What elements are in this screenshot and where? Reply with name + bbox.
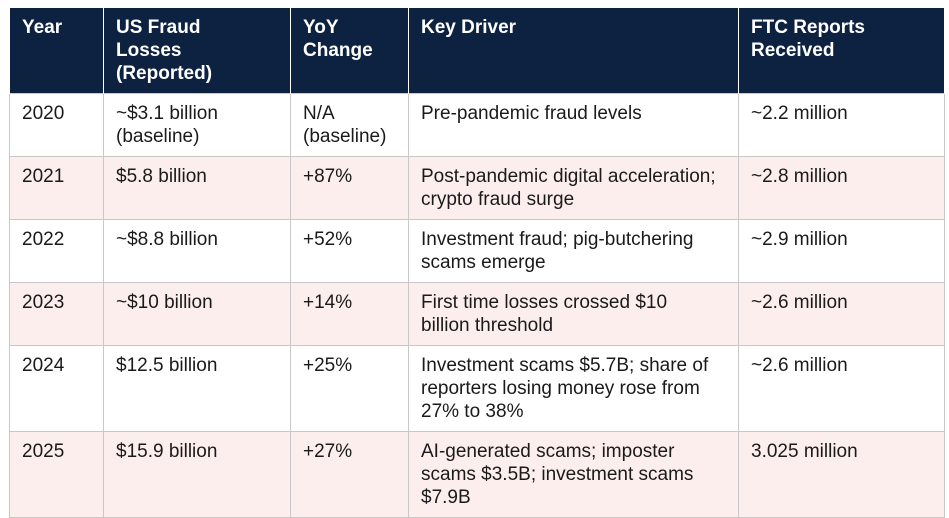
table-cell: Pre-pandemic fraud levels — [408, 93, 739, 157]
table-cell: $15.9 billion — [103, 431, 291, 518]
table-row: 2021 $5.8 billion +87% Post-pandemic digita… — [9, 156, 945, 220]
table-cell: ~2.6 million — [738, 282, 945, 346]
table-cell: +87% — [290, 156, 409, 220]
table-cell: 3.025 million — [738, 431, 945, 518]
table-cell: 2021 — [9, 156, 104, 220]
table-row: 2023 ~$10 billion +14% First time losses cr… — [9, 282, 945, 346]
table-cell: $5.8 billion — [103, 156, 291, 220]
table-cell: +52% — [290, 219, 409, 283]
table-cell: Investment scams $5.7B; share of reporte… — [408, 345, 739, 432]
header-row: Year US Fraud Losses (Reported) YoY Change… — [9, 8, 945, 94]
table-cell: ~$10 billion — [103, 282, 291, 346]
table-header: Year US Fraud Losses (Reported) YoY Change… — [9, 8, 945, 94]
table-cell: ~2.2 million — [738, 93, 945, 157]
table-cell: First time losses crossed $10 billion th… — [408, 282, 739, 346]
table-cell: ~2.6 million — [738, 345, 945, 432]
table-row: 2022 ~$8.8 billion +52% Investment fraud; p… — [9, 219, 945, 283]
table-cell: ~2.9 million — [738, 219, 945, 283]
table-row: 2020 ~$3.1 billion (baseline) N/A (baselin… — [9, 93, 945, 157]
table-cell: $12.5 billion — [103, 345, 291, 432]
table-row: 2024 $12.5 billion +25% Investment scams $5… — [9, 345, 945, 432]
header-cell: Key Driver — [408, 8, 739, 94]
header-cell: US Fraud Losses (Reported) — [103, 8, 291, 94]
table-cell: Post-pandemic digital acceleration; cryp… — [408, 156, 739, 220]
table-cell: AI-generated scams; imposter scams $3.5B… — [408, 431, 739, 518]
table-cell: 2024 — [9, 345, 104, 432]
table-cell: 2023 — [9, 282, 104, 346]
table-cell: +25% — [290, 345, 409, 432]
table-cell: +14% — [290, 282, 409, 346]
table-cell: 2025 — [9, 431, 104, 518]
fraud-table: Year US Fraud Losses (Reported) YoY Change… — [9, 8, 945, 518]
header-cell: Year — [9, 8, 104, 94]
table-cell: ~$3.1 billion (baseline) — [103, 93, 291, 157]
table-cell: 2020 — [9, 93, 104, 157]
table-cell: +27% — [290, 431, 409, 518]
table-cell: Investment fraud; pig-butchering scams e… — [408, 219, 739, 283]
table-row: 2025 $15.9 billion +27% AI-generated scams;… — [9, 431, 945, 518]
table-cell: N/A (baseline) — [290, 93, 409, 157]
table-cell: ~2.8 million — [738, 156, 945, 220]
header-cell: YoY Change — [290, 8, 409, 94]
table-cell: ~$8.8 billion — [103, 219, 291, 283]
header-cell: FTC Reports Received — [738, 8, 945, 94]
table-cell: 2022 — [9, 219, 104, 283]
table-body: 2020 ~$3.1 billion (baseline) N/A (baselin… — [9, 93, 945, 518]
